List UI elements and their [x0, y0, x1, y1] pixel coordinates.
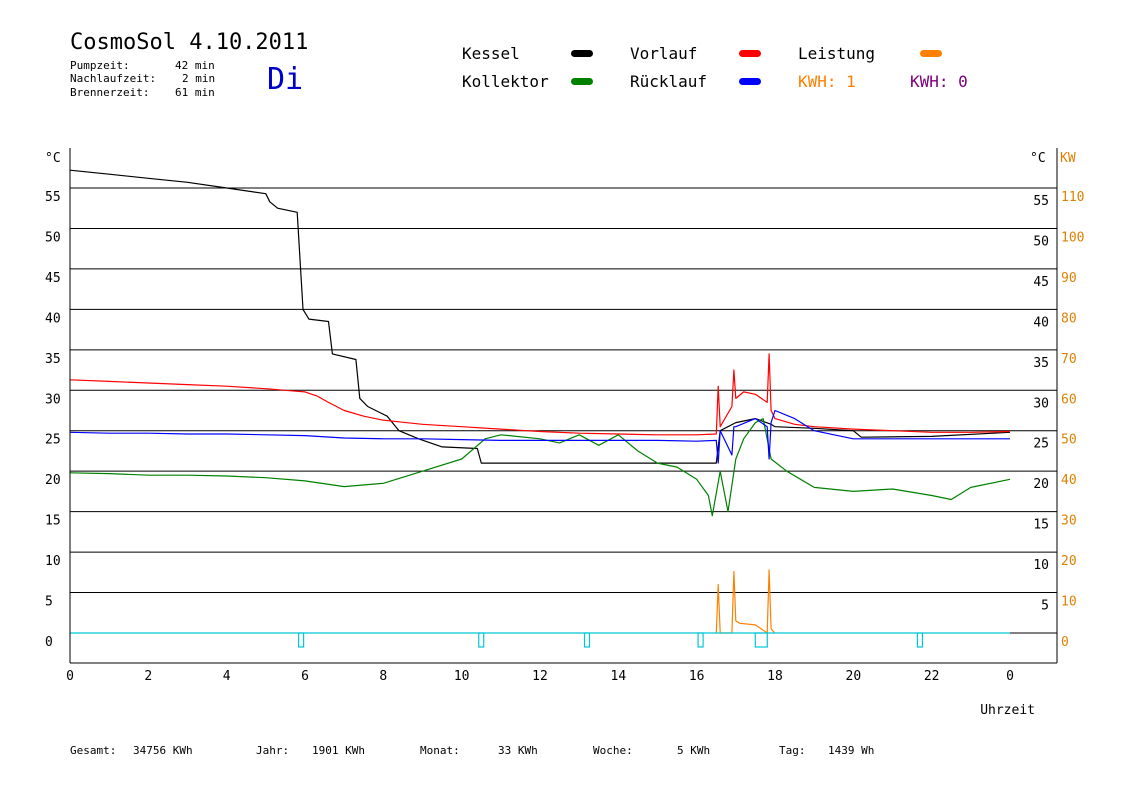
chart-axes: 0510152025303540455055510152025303540455…: [45, 148, 1084, 718]
y-tick-label-right-kw: 110: [1061, 190, 1084, 205]
footer-value-woche: 5 KWh: [677, 744, 711, 757]
pump-marker: [697, 632, 704, 648]
legend-label-ruecklauf: Rücklauf: [630, 72, 708, 91]
y-tick-label-right-kw: 70: [1061, 352, 1077, 367]
y-tick-label-right-temp: 35: [1033, 356, 1049, 371]
x-tick-label: 4: [223, 669, 231, 684]
y-tick-label-left: 55: [45, 190, 61, 205]
y-tick-label-left: 35: [45, 352, 61, 367]
x-tick-label: 20: [846, 669, 862, 684]
y-tick-label-left: 5: [45, 595, 53, 610]
chart-series: [69, 169, 1011, 634]
x-tick-label: 14: [611, 669, 627, 684]
series-line-kessel: [69, 169, 1011, 464]
y-tick-label-right-temp: 15: [1033, 518, 1049, 533]
pump-marker: [916, 632, 924, 648]
y-tick-label-right-kw: 100: [1061, 230, 1084, 245]
x-tick-label: 22: [924, 669, 940, 684]
y-tick-label-right-temp: 20: [1033, 477, 1049, 492]
pump-marker: [583, 632, 591, 648]
x-tick-label: 16: [689, 669, 705, 684]
legend-swatch-leistung: [920, 50, 942, 57]
stat-label-0: Pumpzeit:: [70, 59, 130, 72]
y-unit-right-kw: KW: [1060, 151, 1076, 166]
footer-value-tag: 1439 Wh: [828, 744, 875, 757]
footer-label-tag: Tag:: [779, 744, 806, 757]
footer-label-gesamt: Gesamt:: [70, 744, 117, 757]
x-tick-label: 0: [1006, 669, 1014, 684]
y-tick-label-left: 50: [45, 230, 61, 245]
y-tick-label-left: 15: [45, 514, 61, 529]
page-title: CosmoSol 4.10.2011: [70, 30, 309, 55]
y-tick-label-right-kw: 50: [1061, 433, 1077, 448]
legend-swatch-ruecklauf: [739, 78, 761, 85]
y-tick-label-right-temp: 25: [1033, 437, 1049, 452]
y-tick-label-right-temp: 50: [1033, 234, 1049, 249]
weekday-label: Di: [267, 62, 304, 97]
x-tick-label: 2: [144, 669, 152, 684]
footer-label-jahr: Jahr:: [256, 744, 290, 757]
footer-label-monat: Monat:: [420, 744, 460, 757]
y-tick-label-left: 10: [45, 554, 61, 569]
y-tick-label-right-kw: 40: [1061, 473, 1077, 488]
y-tick-label-right-kw: 60: [1061, 392, 1077, 407]
y-tick-label-left: 40: [45, 311, 61, 326]
legend-swatch-kessel: [571, 50, 593, 57]
pump-marker: [478, 632, 485, 648]
y-tick-label-right-temp: 55: [1033, 194, 1049, 209]
legend-label-leistung: Leistung: [798, 44, 876, 63]
legend-swatch-vorlauf: [739, 50, 761, 57]
legend-label-kollektor: Kollektor: [462, 72, 549, 91]
chart-grid: [70, 187, 1057, 594]
y-tick-label-left: 45: [45, 271, 61, 286]
stat-label-2: Brennerzeit:: [70, 86, 150, 99]
footer-label-woche: Woche:: [593, 744, 633, 757]
legend-kwh-0: KWH: 0: [910, 72, 968, 91]
x-tick-label: 12: [532, 669, 548, 684]
y-tick-label-left: 25: [45, 433, 61, 448]
y-tick-label-right-temp: 45: [1033, 275, 1049, 290]
y-tick-label-right-kw: 0: [1061, 635, 1069, 650]
y-tick-label-right-temp: 10: [1033, 558, 1049, 573]
x-axis-label: Uhrzeit: [980, 703, 1035, 718]
series-line-leistung: [715, 569, 776, 634]
pump-marker: [754, 632, 768, 648]
y-tick-label-right-kw: 20: [1061, 554, 1077, 569]
stat-value-2: 61 min: [175, 86, 215, 99]
stat-value-0: 42 min: [175, 59, 215, 72]
pump-marker: [297, 632, 305, 648]
x-tick-label: 6: [301, 669, 309, 684]
y-tick-label-right-kw: 90: [1061, 271, 1077, 286]
chart-markers: [70, 632, 1010, 648]
y-tick-label-left: 0: [45, 635, 53, 650]
y-unit-left: °C: [45, 151, 61, 166]
y-unit-right-temp: °C: [1030, 151, 1046, 166]
footer-value-gesamt: 34756 KWh: [133, 744, 193, 757]
y-tick-label-left: 20: [45, 473, 61, 488]
y-tick-label-right-temp: 5: [1041, 599, 1049, 614]
x-tick-label: 18: [767, 669, 783, 684]
legend-label-vorlauf: Vorlauf: [630, 44, 698, 63]
series-line-ruecklauf: [69, 409, 1010, 464]
series-line-kollektor: [69, 418, 1011, 517]
legend-label-kessel: Kessel: [462, 44, 520, 63]
x-tick-label: 8: [379, 669, 387, 684]
footer-value-monat: 33 KWh: [498, 744, 538, 757]
y-tick-label-right-temp: 40: [1033, 315, 1049, 330]
x-tick-label: 10: [454, 669, 470, 684]
legend-kwh-1: KWH: 1: [798, 72, 856, 91]
y-tick-label-right-kw: 80: [1061, 311, 1077, 326]
y-tick-label-right-kw: 10: [1061, 595, 1077, 610]
stat-label-1: Nachlaufzeit:: [70, 72, 157, 85]
series-line-vorlauf: [69, 353, 1011, 436]
footer-value-jahr: 1901 KWh: [312, 744, 365, 757]
y-tick-label-left: 30: [45, 392, 61, 407]
x-tick-label: 0: [66, 669, 74, 684]
legend-swatch-kollektor: [571, 78, 593, 85]
y-tick-label-right-kw: 30: [1061, 514, 1077, 529]
stat-value-1: 2 min: [182, 72, 216, 85]
y-tick-label-right-temp: 30: [1033, 396, 1049, 411]
